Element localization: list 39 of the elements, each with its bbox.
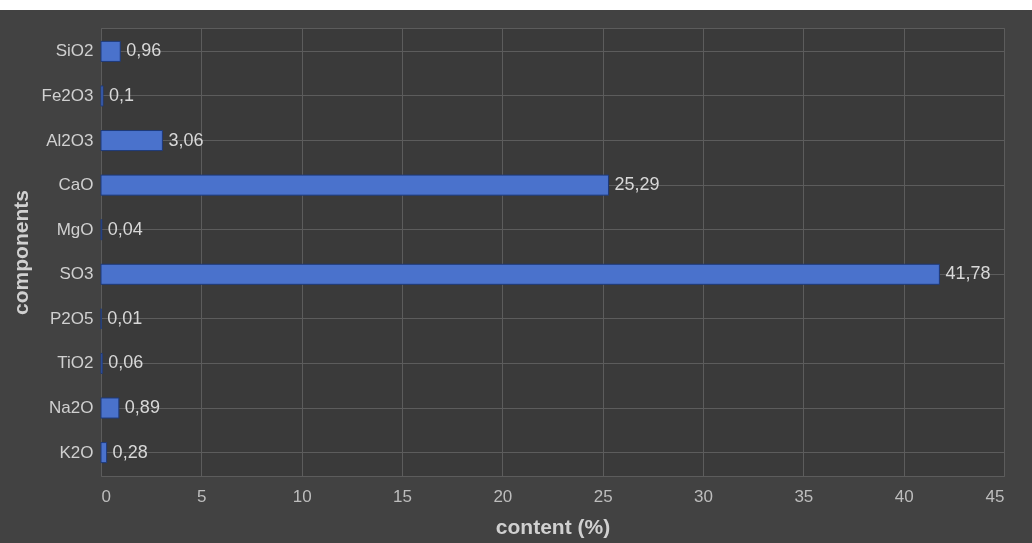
x-tick-label: 30 — [694, 486, 713, 506]
data-label: 0,89 — [124, 397, 160, 418]
y-tick-label: CaO — [58, 175, 94, 195]
y-tick-label: Al2O3 — [46, 130, 94, 150]
bar — [100, 397, 120, 419]
x-tick-label: 5 — [197, 486, 207, 506]
y-tick-label: TiO2 — [57, 353, 94, 373]
data-label: 0,06 — [108, 352, 144, 373]
bar — [100, 130, 163, 152]
data-label: 3,06 — [168, 129, 204, 150]
x-tick-label: 35 — [794, 486, 814, 506]
x-tick-label: 0 — [101, 486, 111, 506]
bar — [100, 442, 108, 464]
y-tick-label: Fe2O3 — [41, 85, 94, 105]
y-tick-label: P2O5 — [50, 308, 94, 328]
data-label: 0,1 — [109, 84, 135, 105]
x-tick-label: 15 — [393, 486, 412, 506]
bar — [100, 174, 609, 196]
data-label: 0,04 — [107, 218, 143, 239]
x-tick-label: 45 — [985, 486, 1005, 506]
x-tick-label: 40 — [894, 486, 914, 506]
y-tick-label: SiO2 — [55, 41, 94, 61]
bar — [100, 40, 121, 62]
x-axis-title: content (%) — [495, 514, 611, 538]
x-tick-label: 20 — [493, 486, 513, 506]
bar — [100, 263, 940, 285]
y-axis-title: components — [8, 190, 32, 315]
data-label: 0,28 — [112, 441, 148, 462]
x-tick-label: 10 — [292, 486, 312, 506]
y-tick-label: MgO — [56, 219, 94, 239]
data-label: 25,29 — [614, 174, 660, 195]
data-label: 41,78 — [945, 263, 991, 284]
y-tick-label: Na2O — [49, 398, 94, 418]
data-label: 0,01 — [107, 307, 143, 328]
bar — [100, 85, 104, 107]
y-tick-label: SO3 — [59, 264, 94, 284]
data-label: 0,96 — [126, 40, 162, 61]
x-tick-label: 25 — [593, 486, 613, 506]
y-tick-label: K2O — [59, 442, 94, 462]
